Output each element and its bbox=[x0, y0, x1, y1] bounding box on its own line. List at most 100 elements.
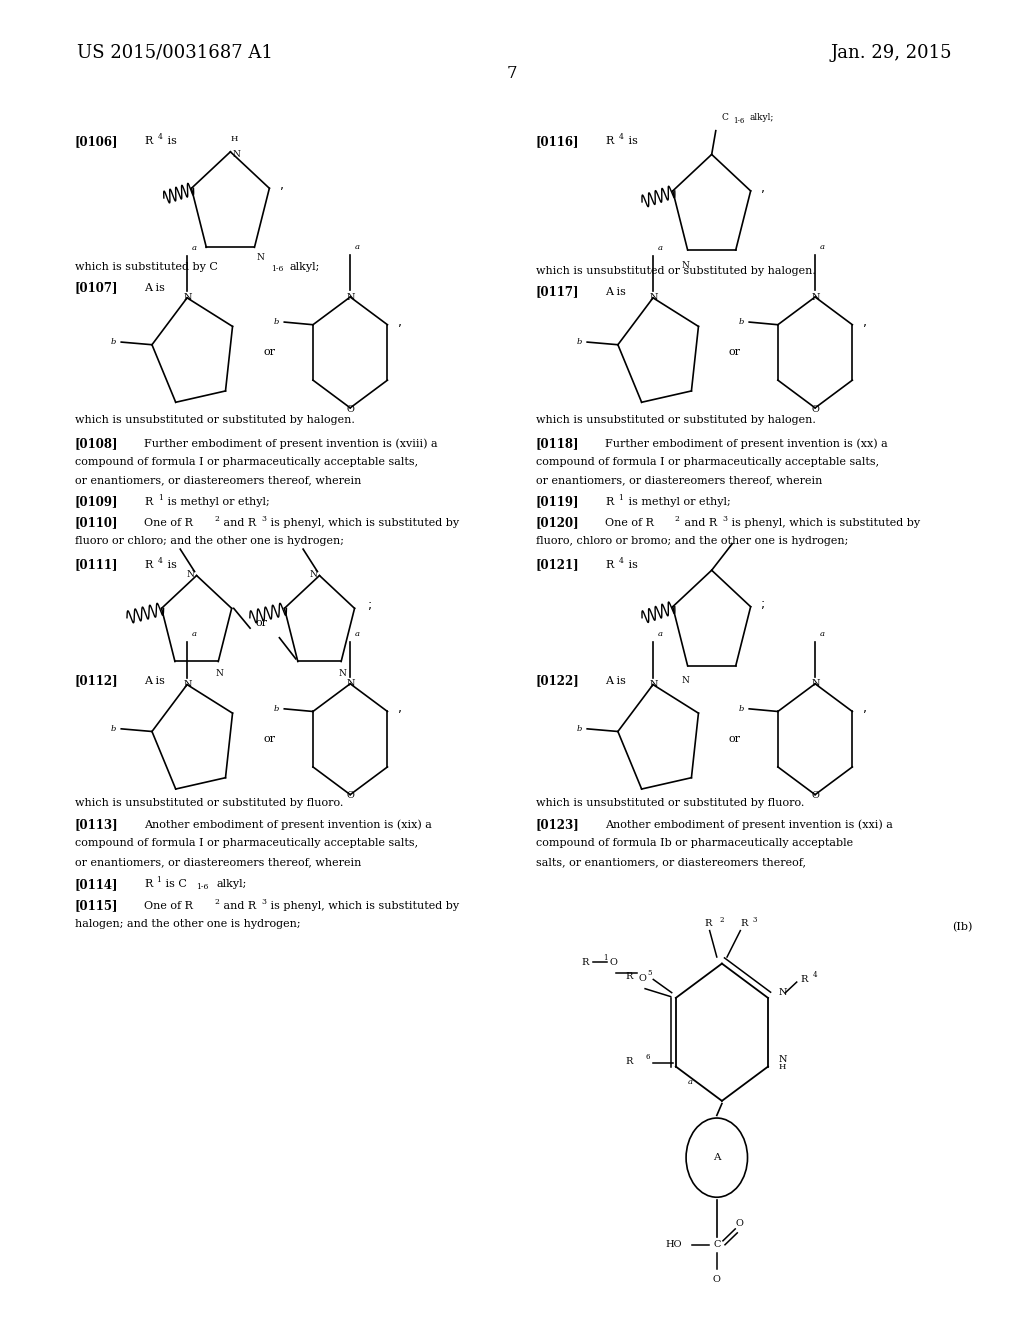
Text: 1-6: 1-6 bbox=[733, 117, 744, 125]
Text: N: N bbox=[812, 680, 820, 688]
Text: compound of formula I or pharmaceutically acceptable salts,: compound of formula I or pharmaceuticall… bbox=[75, 838, 418, 849]
Text: N: N bbox=[778, 1056, 786, 1064]
Text: which is unsubstituted or substituted by halogen.: which is unsubstituted or substituted by… bbox=[75, 414, 354, 425]
Text: A is: A is bbox=[605, 286, 626, 297]
Text: R: R bbox=[605, 560, 613, 570]
Text: 4: 4 bbox=[813, 972, 817, 979]
Text: One of R: One of R bbox=[605, 517, 654, 528]
Text: N: N bbox=[682, 260, 689, 269]
Text: O: O bbox=[638, 974, 646, 982]
Text: or: or bbox=[263, 734, 275, 744]
Text: or: or bbox=[728, 734, 740, 744]
Text: N: N bbox=[650, 293, 658, 302]
Text: alkyl;: alkyl; bbox=[750, 114, 774, 121]
Text: [0111]: [0111] bbox=[75, 558, 118, 572]
Text: O: O bbox=[735, 1220, 743, 1228]
Text: 4: 4 bbox=[618, 133, 624, 141]
Text: ,: , bbox=[862, 702, 866, 715]
Text: [0114]: [0114] bbox=[75, 878, 118, 891]
Text: b: b bbox=[273, 705, 279, 713]
Text: R: R bbox=[740, 920, 748, 928]
Text: is phenyl, which is substituted by: is phenyl, which is substituted by bbox=[267, 517, 460, 528]
Text: compound of formula Ib or pharmaceutically acceptable: compound of formula Ib or pharmaceutical… bbox=[536, 838, 853, 849]
Text: b: b bbox=[111, 338, 116, 346]
Text: a: a bbox=[191, 631, 197, 639]
Text: O: O bbox=[609, 958, 617, 966]
Text: which is unsubstituted or substituted by fluoro.: which is unsubstituted or substituted by… bbox=[536, 797, 804, 808]
Text: is: is bbox=[164, 136, 177, 147]
Text: A is: A is bbox=[144, 282, 165, 293]
Text: 1-6: 1-6 bbox=[197, 883, 209, 891]
Text: or enantiomers, or diastereomers thereof, wherein: or enantiomers, or diastereomers thereof… bbox=[75, 857, 361, 867]
Text: [0107]: [0107] bbox=[75, 281, 118, 294]
Text: [0119]: [0119] bbox=[536, 495, 579, 508]
Text: N: N bbox=[184, 293, 193, 302]
Text: ,: , bbox=[862, 315, 866, 329]
Text: ,: , bbox=[280, 180, 284, 193]
Text: [0106]: [0106] bbox=[75, 135, 118, 148]
Text: b: b bbox=[577, 338, 582, 346]
Text: 2: 2 bbox=[214, 898, 219, 906]
Text: 2: 2 bbox=[675, 515, 680, 523]
Text: [0112]: [0112] bbox=[75, 675, 119, 688]
Text: One of R: One of R bbox=[144, 900, 194, 911]
Text: 6: 6 bbox=[645, 1053, 649, 1061]
Text: [0121]: [0121] bbox=[536, 558, 580, 572]
Text: alkyl;: alkyl; bbox=[216, 879, 247, 890]
Text: or enantiomers, or diastereomers thereof, wherein: or enantiomers, or diastereomers thereof… bbox=[75, 475, 361, 486]
Text: 7: 7 bbox=[507, 66, 517, 82]
Text: a: a bbox=[657, 631, 663, 639]
Text: O: O bbox=[713, 1275, 721, 1283]
Text: which is substituted by C: which is substituted by C bbox=[75, 261, 218, 272]
Text: N: N bbox=[682, 676, 689, 685]
Text: N: N bbox=[778, 989, 786, 997]
Text: N: N bbox=[347, 293, 355, 301]
Text: [0122]: [0122] bbox=[536, 675, 580, 688]
Text: [0113]: [0113] bbox=[75, 818, 119, 832]
Text: [0108]: [0108] bbox=[75, 437, 118, 450]
Text: A is: A is bbox=[605, 676, 626, 686]
Text: R: R bbox=[582, 958, 589, 966]
Text: b: b bbox=[738, 705, 743, 713]
Text: and R: and R bbox=[681, 517, 717, 528]
Text: 2: 2 bbox=[720, 916, 724, 924]
Text: is: is bbox=[164, 560, 177, 570]
Text: O: O bbox=[346, 792, 354, 800]
Text: b: b bbox=[111, 725, 116, 733]
Text: a: a bbox=[355, 243, 359, 251]
Text: R: R bbox=[144, 496, 153, 507]
Text: [0115]: [0115] bbox=[75, 899, 118, 912]
Text: compound of formula I or pharmaceutically acceptable salts,: compound of formula I or pharmaceuticall… bbox=[75, 457, 418, 467]
Text: [0117]: [0117] bbox=[536, 285, 579, 298]
Text: b: b bbox=[738, 318, 743, 326]
Text: a: a bbox=[657, 244, 663, 252]
Text: ,: , bbox=[397, 315, 401, 329]
Text: 5: 5 bbox=[647, 969, 651, 977]
Text: a: a bbox=[355, 630, 359, 638]
Text: is methyl or ethyl;: is methyl or ethyl; bbox=[625, 496, 730, 507]
Text: 4: 4 bbox=[158, 133, 163, 141]
Text: which is unsubstituted or substituted by halogen.: which is unsubstituted or substituted by… bbox=[536, 414, 815, 425]
Text: [0110]: [0110] bbox=[75, 516, 118, 529]
Text: is phenyl, which is substituted by: is phenyl, which is substituted by bbox=[728, 517, 921, 528]
Text: N: N bbox=[812, 293, 820, 301]
Text: N: N bbox=[309, 570, 317, 578]
Text: 1: 1 bbox=[618, 494, 624, 502]
Text: US 2015/0031687 A1: US 2015/0031687 A1 bbox=[77, 44, 272, 62]
Text: is C: is C bbox=[162, 879, 186, 890]
Text: 1: 1 bbox=[156, 876, 161, 884]
Text: Further embodiment of present invention is (xx) a: Further embodiment of present invention … bbox=[605, 438, 888, 449]
Text: O: O bbox=[346, 405, 354, 413]
Text: fluoro, chloro or bromo; and the other one is hydrogen;: fluoro, chloro or bromo; and the other o… bbox=[536, 536, 848, 546]
Text: C: C bbox=[713, 1241, 721, 1249]
Text: a: a bbox=[820, 630, 824, 638]
Text: 3: 3 bbox=[753, 916, 757, 924]
Text: 4: 4 bbox=[158, 557, 163, 565]
Text: and R: and R bbox=[220, 900, 256, 911]
Text: R: R bbox=[626, 1057, 633, 1065]
Text: is: is bbox=[625, 560, 638, 570]
Text: O: O bbox=[811, 792, 819, 800]
Text: is: is bbox=[625, 136, 638, 147]
Text: 4: 4 bbox=[618, 557, 624, 565]
Text: N: N bbox=[257, 252, 264, 261]
